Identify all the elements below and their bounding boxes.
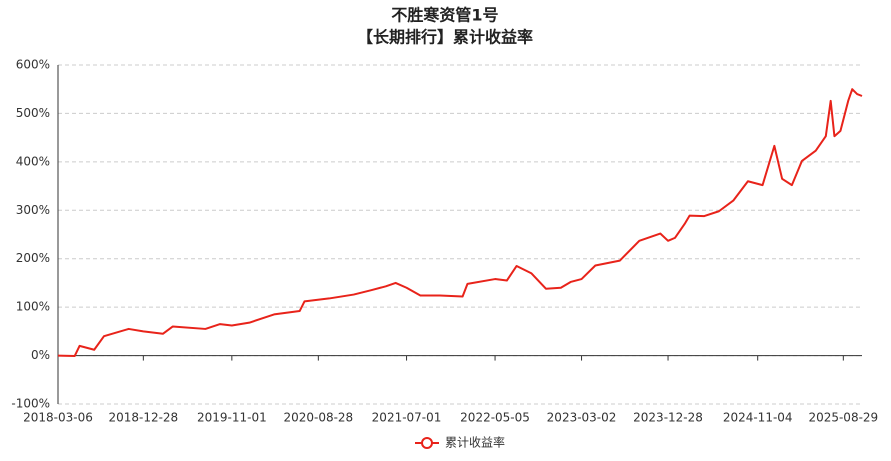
chart-title: 不胜寒资管1号 [391, 6, 498, 25]
x-tick-label: 2018-12-28 [108, 411, 178, 425]
legend-marker [421, 437, 433, 449]
y-tick-label: 500% [16, 106, 50, 120]
x-tick-label: 2023-12-28 [633, 411, 703, 425]
chart-subtitle: 【长期排行】累计收益率 [357, 28, 533, 47]
series-line [57, 88, 863, 358]
x-tick-label: 2024-11-04 [723, 411, 793, 425]
x-tick-label: 2023-03-02 [547, 411, 617, 425]
x-tick-label: 2020-08-28 [283, 411, 353, 425]
x-tick-label: 2022-05-05 [460, 411, 530, 425]
x-tick-label: 2018-03-06 [23, 411, 93, 425]
x-tick-label: 2025-08-29 [808, 411, 878, 425]
y-tick-label: 100% [16, 300, 50, 314]
y-tick-label: 200% [16, 251, 50, 265]
y-tick-label: 0% [31, 348, 50, 362]
y-tick-label: -100% [11, 397, 50, 411]
x-tick-label: 2019-11-01 [197, 411, 267, 425]
legend-label: 累计收益率 [445, 435, 505, 450]
y-tick-label: 600% [16, 58, 50, 72]
y-tick-label: 400% [16, 154, 50, 168]
x-tick-label: 2021-07-01 [372, 411, 442, 425]
y-tick-label: 300% [16, 203, 50, 217]
